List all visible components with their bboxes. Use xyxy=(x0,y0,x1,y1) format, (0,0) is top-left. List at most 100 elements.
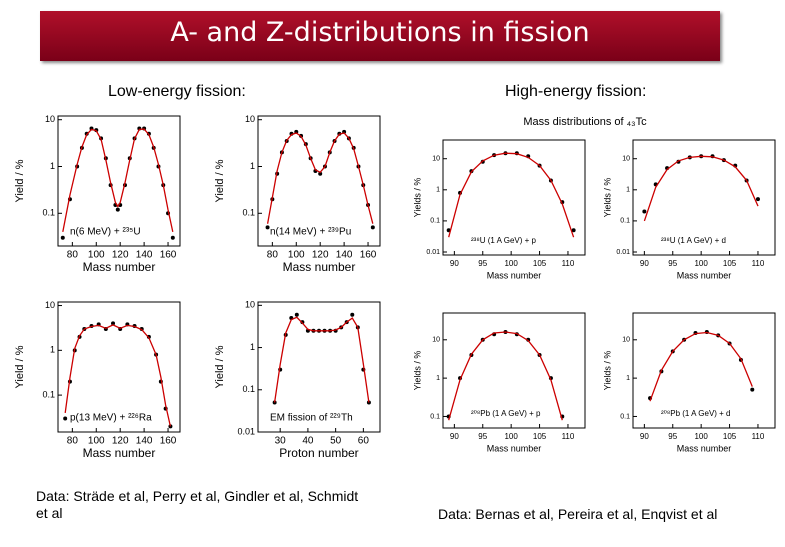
data-point xyxy=(63,416,68,421)
data-point xyxy=(272,400,277,405)
data-point xyxy=(503,151,508,156)
x-tick-label: 90 xyxy=(450,432,459,441)
data-point xyxy=(333,328,338,333)
x-tick-label: 90 xyxy=(640,259,649,268)
data-point xyxy=(744,178,749,183)
data-point xyxy=(161,183,166,188)
y-tick-label: 10 xyxy=(432,337,440,344)
data-point xyxy=(166,211,171,216)
data-point xyxy=(342,129,347,134)
annotation: n(6 MeV) + ²³⁵U xyxy=(70,227,141,238)
y-axis-label: Yields / % xyxy=(602,351,612,391)
data-point xyxy=(351,145,356,150)
data-point xyxy=(693,331,698,336)
x-tick-label: 80 xyxy=(267,250,279,261)
data-point xyxy=(308,156,313,161)
y-tick-label: 1 xyxy=(250,161,255,171)
annotation: EM fission of ²²⁹Th xyxy=(270,413,353,424)
x-axis-label: Mass number xyxy=(677,270,732,280)
annotation: ²³⁸U (1 A GeV) + p xyxy=(471,236,537,245)
data-point xyxy=(289,316,294,321)
data-point xyxy=(480,337,485,342)
data-point xyxy=(492,153,497,158)
data-point xyxy=(289,131,294,136)
data-point xyxy=(328,328,333,333)
data-point xyxy=(327,150,332,155)
y-tick-label: 0.1 xyxy=(620,413,630,420)
left-caption: Data: Sträde et al, Perry et al, Gindler… xyxy=(36,488,359,521)
data-point xyxy=(300,320,305,325)
data-point xyxy=(294,312,299,317)
data-point xyxy=(103,156,108,161)
annotation: ²⁰⁸Pb (1 A GeV) + p xyxy=(471,409,541,418)
data-point xyxy=(503,329,508,334)
x-tick-label: 110 xyxy=(752,432,765,441)
y-axis-label: Yield / % xyxy=(14,159,26,202)
data-point xyxy=(356,164,361,169)
x-tick-label: 105 xyxy=(723,432,737,441)
x-tick-label: 110 xyxy=(562,432,575,441)
fit-curve xyxy=(448,152,575,238)
y-tick-label: 10 xyxy=(622,337,630,344)
data-point xyxy=(84,131,89,136)
y-tick-label: 1 xyxy=(626,187,630,194)
x-axis-label: Mass number xyxy=(487,270,542,280)
data-point xyxy=(366,203,371,208)
data-point xyxy=(278,367,283,372)
data-point xyxy=(537,353,542,358)
y-tick-label: 0.01 xyxy=(616,249,630,256)
x-tick-label: 160 xyxy=(360,250,377,261)
data-point xyxy=(659,369,664,374)
fit-curve xyxy=(62,128,174,233)
x-tick-label: 110 xyxy=(752,259,765,268)
data-point xyxy=(350,312,355,317)
data-point xyxy=(118,203,123,208)
data-point xyxy=(111,321,116,326)
data-point xyxy=(361,183,366,188)
x-tick-label: 110 xyxy=(562,259,575,268)
data-point xyxy=(311,328,316,333)
left-heading: Low-energy fission: xyxy=(108,83,246,100)
data-point xyxy=(82,326,87,331)
x-tick-label: 100 xyxy=(694,432,708,441)
fit-curve xyxy=(448,331,563,421)
x-tick-label: 100 xyxy=(88,436,105,447)
y-axis-label: Yield / % xyxy=(14,345,26,388)
data-point xyxy=(89,323,94,328)
plot-frame xyxy=(57,301,181,433)
y-axis-label: Yield / % xyxy=(214,159,226,202)
slide-title: A- and Z-distributions in fission xyxy=(170,17,590,48)
x-tick-label: 105 xyxy=(533,432,547,441)
data-point xyxy=(154,352,159,357)
data-point xyxy=(303,142,308,147)
x-tick-label: 95 xyxy=(478,259,487,268)
data-point xyxy=(94,128,99,133)
data-point xyxy=(337,131,342,136)
x-tick-label: 140 xyxy=(136,250,153,261)
data-point xyxy=(139,326,144,331)
y-tick-label: 0.1 xyxy=(430,218,440,225)
data-point xyxy=(458,190,463,195)
y-tick-label: 10 xyxy=(432,156,440,163)
data-point xyxy=(344,320,349,325)
data-point xyxy=(158,379,163,384)
x-tick-label: 140 xyxy=(336,250,353,261)
data-point xyxy=(170,235,175,240)
data-point xyxy=(370,225,375,230)
data-point xyxy=(733,163,738,168)
data-point xyxy=(560,200,565,205)
data-point xyxy=(313,169,318,174)
x-tick-label: 100 xyxy=(504,432,518,441)
data-point xyxy=(339,325,344,330)
data-point xyxy=(118,326,123,331)
data-point xyxy=(699,154,704,159)
x-tick-label: 30 xyxy=(275,436,287,447)
plot-frame xyxy=(442,312,586,429)
data-point xyxy=(480,159,485,164)
data-point xyxy=(355,325,360,330)
data-point xyxy=(492,332,497,337)
data-point xyxy=(322,328,327,333)
right-plot-title: Mass distributions of ₄₃Tc xyxy=(523,116,647,128)
x-tick-label: 100 xyxy=(88,250,105,261)
